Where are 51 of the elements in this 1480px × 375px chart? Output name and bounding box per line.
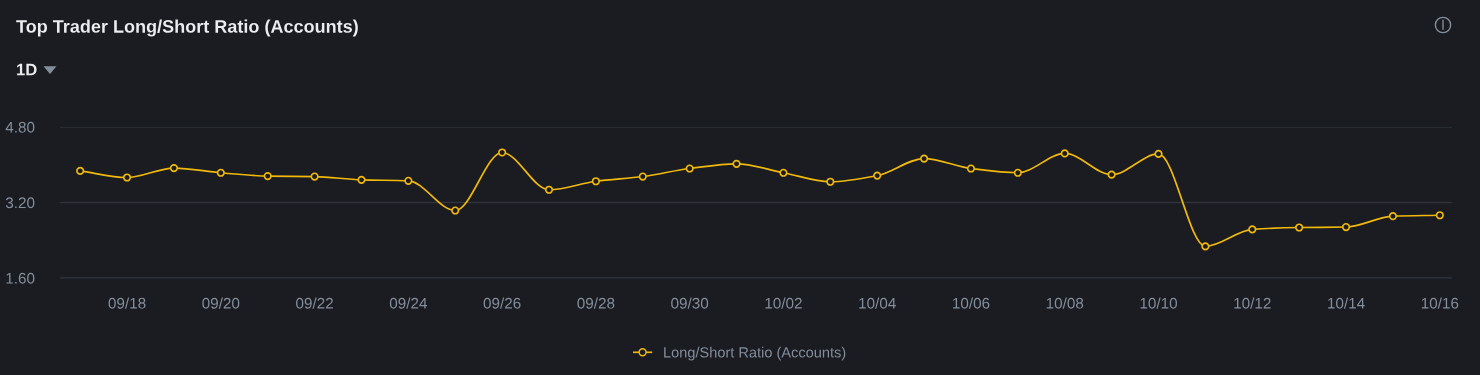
point: [1435, 211, 1444, 220]
y-tick-label: 1.60: [6, 272, 35, 284]
point: [638, 172, 647, 181]
point: [966, 164, 976, 173]
x-tick-label: 10/04: [859, 297, 896, 309]
x-tick-label: 10/14: [1328, 297, 1365, 309]
x-tick-label: 09/26: [483, 297, 521, 309]
point: [1107, 170, 1116, 179]
y-tick-label: 4.80: [5, 121, 35, 133]
point: [685, 164, 694, 173]
point: [122, 173, 132, 182]
x-tick-label: 10/12: [1234, 297, 1271, 309]
x-tick-label: 09/18: [108, 297, 146, 309]
point: [826, 177, 835, 186]
point: [873, 171, 882, 180]
point: [544, 185, 554, 194]
x-tick-label: 10/02: [765, 297, 802, 309]
point: [404, 176, 413, 185]
point: [1013, 168, 1022, 177]
point: [1248, 225, 1257, 234]
legend-label: Long/Short Ratio (Accounts): [664, 346, 846, 361]
x-tick-label: 10/10: [1140, 297, 1178, 309]
x-tick-label: 09/30: [671, 297, 709, 309]
x-tick-label: 10/08: [1046, 297, 1084, 309]
point: [919, 154, 929, 163]
point: [216, 168, 225, 177]
y-tick-label: 3.20: [5, 197, 35, 209]
point: [169, 163, 179, 173]
point: [310, 172, 319, 181]
point: [1154, 149, 1163, 158]
point: [76, 166, 85, 175]
point: [357, 175, 366, 184]
point: [591, 177, 600, 186]
point: [779, 168, 788, 177]
text: 1D: [17, 63, 37, 76]
x-tick-label: 10/06: [953, 297, 990, 309]
point: [1341, 222, 1351, 232]
x-tick-label: 10/16: [1421, 297, 1459, 309]
x-tick-label: 09/20: [202, 297, 240, 309]
point: [732, 159, 741, 168]
point: [1060, 149, 1069, 158]
x-tick-label: 09/28: [577, 297, 615, 309]
point: [451, 206, 460, 215]
point: [498, 148, 507, 157]
chart-title: Top Trader Long/Short Ratio (Accounts): [16, 19, 358, 37]
point: [263, 171, 272, 181]
point: [1201, 242, 1210, 251]
x-tick-label: 09/22: [296, 297, 333, 309]
x-tick-label: 09/24: [389, 297, 428, 309]
point: [1388, 212, 1398, 221]
point: [1295, 223, 1304, 232]
